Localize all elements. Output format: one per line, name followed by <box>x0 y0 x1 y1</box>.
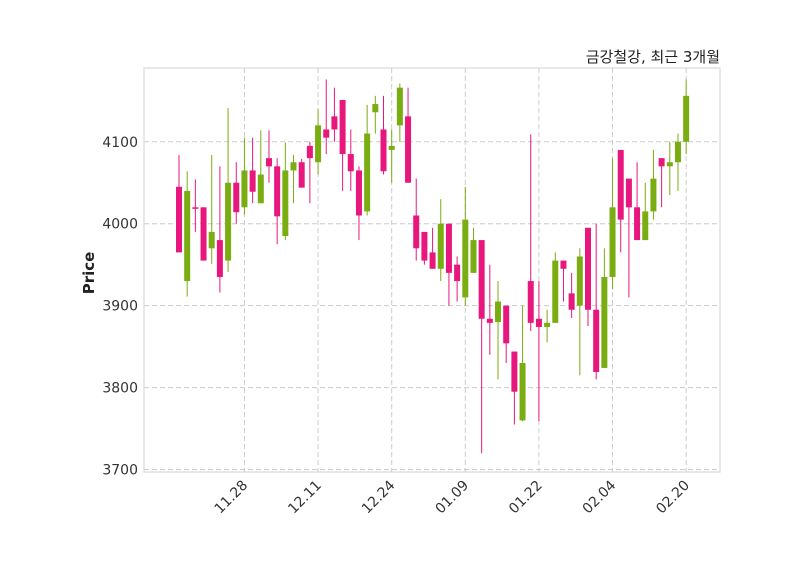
candle-body <box>249 170 256 192</box>
candle-body <box>486 318 493 323</box>
candle-body <box>642 211 649 241</box>
candle-body <box>601 276 608 368</box>
chart-title: 금강철강, 최근 3개월 <box>586 48 720 66</box>
candle-body <box>290 162 297 171</box>
candle-body <box>257 174 264 204</box>
candle-body <box>184 190 191 282</box>
candle-body <box>241 170 248 208</box>
candle-body <box>478 240 485 319</box>
candle-body <box>634 207 641 241</box>
x-tick-label: 02.04 <box>580 477 620 517</box>
y-axis-label: Price <box>80 252 98 295</box>
candle-body <box>511 351 518 392</box>
candle-body <box>560 260 567 269</box>
candle-body <box>519 363 526 421</box>
candle-body <box>200 207 207 261</box>
candle-body <box>470 240 477 273</box>
candle-body <box>674 141 681 163</box>
y-tick-label: 3800 <box>102 381 138 397</box>
candle-body <box>421 231 428 261</box>
candle-body <box>364 133 371 212</box>
candle-body <box>437 223 444 269</box>
candle-body <box>355 170 362 216</box>
candle-body <box>265 158 272 167</box>
x-tick-label: 12.24 <box>359 477 399 517</box>
candle-body <box>609 207 616 277</box>
x-tick-label: 12.11 <box>285 478 325 518</box>
candle-body <box>666 162 673 167</box>
candle-body <box>503 305 510 344</box>
candle-body <box>298 162 305 188</box>
candle-body <box>625 178 632 208</box>
candle-body <box>331 116 338 130</box>
candle-body <box>658 158 665 167</box>
candle-body <box>405 116 412 183</box>
candle-body <box>683 95 690 142</box>
candle-body <box>568 293 575 310</box>
candle-body <box>323 129 330 138</box>
candle-body <box>454 264 461 282</box>
candle-body <box>462 219 469 298</box>
candle-body <box>413 215 420 249</box>
plot-area <box>143 67 721 473</box>
candle-body <box>372 104 379 113</box>
candle-body <box>192 207 199 209</box>
candle-body <box>617 149 624 220</box>
candle-body <box>544 322 551 327</box>
y-tick-label: 4000 <box>102 217 138 233</box>
candle-body <box>216 240 223 277</box>
candles <box>176 79 690 454</box>
candle-body <box>380 129 387 172</box>
candle-body <box>315 125 322 163</box>
candle-body <box>593 309 600 373</box>
candle-body <box>527 281 534 323</box>
candle-body <box>347 154 354 172</box>
candle-body <box>535 318 542 327</box>
candle-body <box>576 256 583 306</box>
x-tick-label: 01.09 <box>432 478 472 518</box>
x-tick-label: 02.20 <box>653 478 693 518</box>
candle-body <box>552 260 559 323</box>
candle-body <box>495 301 502 323</box>
y-tick-label: 3700 <box>102 463 138 479</box>
candle-body <box>650 178 657 212</box>
y-tick-label: 4100 <box>102 135 138 151</box>
candle-body <box>339 99 346 155</box>
candle-body <box>176 186 182 253</box>
candle-body <box>225 182 232 261</box>
candle-body <box>585 227 591 310</box>
y-tick-label: 3900 <box>102 299 138 315</box>
candle-body <box>429 252 436 269</box>
candle-body <box>233 182 240 213</box>
candle-body <box>388 145 395 150</box>
candle-body <box>445 223 452 273</box>
candle-body <box>274 166 281 217</box>
candle-body <box>208 231 215 249</box>
candle-body <box>306 145 313 159</box>
candle-body <box>282 170 289 236</box>
x-tick-label: 01.22 <box>506 478 546 518</box>
candle-body <box>396 87 403 126</box>
x-tick-label: 11.28 <box>212 478 252 518</box>
